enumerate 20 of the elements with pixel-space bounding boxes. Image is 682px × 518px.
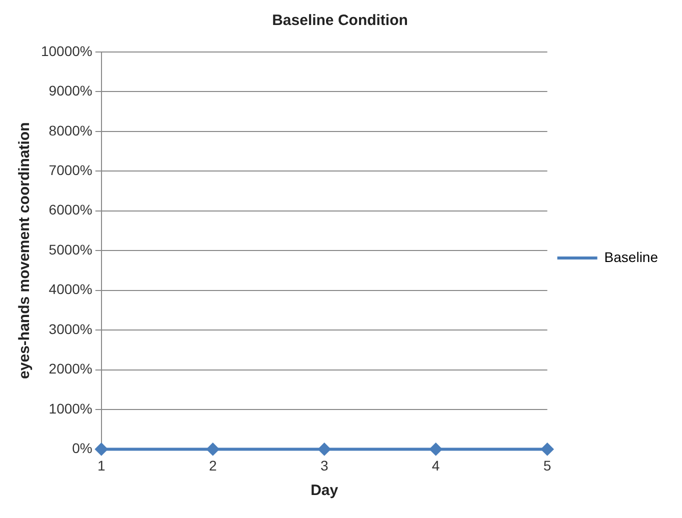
y-axis-title: eyes-hands movement coordination xyxy=(16,122,34,379)
x-tick-label: 4 xyxy=(432,457,440,474)
x-tick-label: 5 xyxy=(543,457,552,474)
y-tick-label: 2000% xyxy=(48,360,92,377)
chart-title: Baseline Condition xyxy=(272,12,408,30)
x-tick-label: 1 xyxy=(97,457,106,474)
y-tick-label: 10000% xyxy=(40,42,92,59)
y-tick-label: 4000% xyxy=(48,281,92,298)
x-tick-label: 2 xyxy=(208,457,217,474)
y-tick-label: 5000% xyxy=(48,241,92,258)
y-tick-label: 8000% xyxy=(48,122,92,138)
y-tick-label: 9000% xyxy=(48,82,92,99)
y-tick-label: 1000% xyxy=(48,400,92,416)
y-tick-label: 0% xyxy=(72,440,92,456)
x-tick-label: 3 xyxy=(320,457,328,474)
y-tick-label: 3000% xyxy=(48,320,92,337)
y-tick-label: 6000% xyxy=(48,202,92,218)
y-tick-label: 7000% xyxy=(48,162,92,178)
x-axis-title: Day xyxy=(310,482,339,500)
legend-label: Baseline xyxy=(604,248,658,265)
